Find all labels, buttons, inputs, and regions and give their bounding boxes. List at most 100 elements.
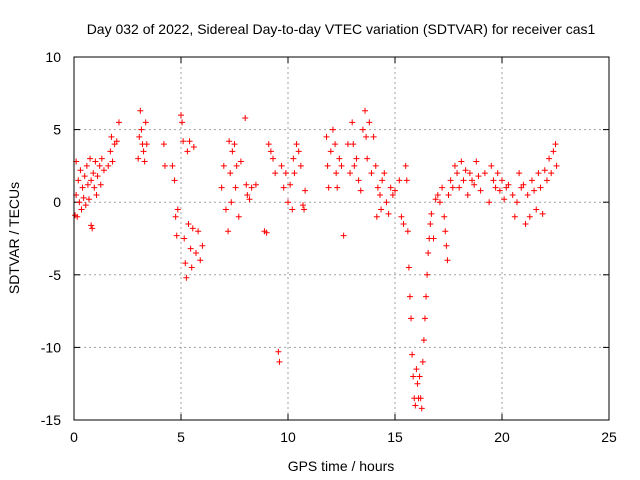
data-point <box>432 196 439 203</box>
data-point <box>416 373 423 380</box>
data-point <box>173 232 180 239</box>
data-point <box>454 170 461 177</box>
data-point <box>488 162 495 169</box>
data-point <box>421 315 428 322</box>
data-point <box>161 162 168 169</box>
data-point <box>78 206 85 213</box>
data-point <box>492 184 499 191</box>
data-point <box>98 155 105 162</box>
data-point <box>501 196 508 203</box>
y-axis-label: SDTVAR / TECUs <box>6 182 22 294</box>
data-point <box>402 162 409 169</box>
data-point <box>444 257 451 264</box>
data-point <box>185 220 192 227</box>
data-point <box>75 177 82 184</box>
data-point <box>475 173 482 180</box>
data-point <box>541 167 548 174</box>
data-point <box>434 191 441 198</box>
data-point <box>280 184 287 191</box>
data-point <box>353 155 360 162</box>
data-point <box>85 196 92 203</box>
data-point <box>290 155 297 162</box>
data-point <box>140 148 147 155</box>
data-point <box>285 199 291 206</box>
data-point <box>267 148 274 155</box>
data-point <box>458 158 465 165</box>
y-tick-label: -15 <box>41 412 61 428</box>
data-point <box>325 184 332 191</box>
data-point <box>243 181 250 188</box>
data-point <box>246 196 253 203</box>
data-point <box>364 155 371 162</box>
data-point <box>539 210 546 217</box>
data-point <box>357 187 364 194</box>
data-point <box>473 158 480 165</box>
data-point <box>90 170 97 177</box>
data-point <box>76 199 83 206</box>
data-point <box>220 162 227 169</box>
data-point <box>244 191 251 198</box>
data-point <box>329 126 336 133</box>
data-point <box>425 250 432 257</box>
data-point <box>237 158 244 165</box>
data-point <box>531 187 538 194</box>
data-point <box>88 222 95 229</box>
data-point <box>469 177 476 184</box>
data-point <box>295 148 302 155</box>
data-point <box>471 181 478 188</box>
data-points <box>72 107 560 412</box>
data-point <box>88 177 95 184</box>
x-tick-label: 25 <box>601 429 617 445</box>
data-point <box>187 245 194 252</box>
data-point <box>293 141 300 148</box>
data-point <box>181 235 188 242</box>
data-point <box>225 228 232 235</box>
data-point <box>359 126 366 133</box>
data-point <box>336 155 343 162</box>
data-point <box>443 242 450 249</box>
data-point <box>392 187 398 194</box>
data-point <box>282 170 289 177</box>
data-point <box>481 170 488 177</box>
data-point <box>441 213 448 220</box>
data-point <box>403 177 410 184</box>
data-point <box>289 206 296 213</box>
x-axis-label: GPS time / hours <box>288 458 395 474</box>
data-point <box>553 162 560 169</box>
data-point <box>548 170 555 177</box>
data-point <box>94 173 101 180</box>
data-point <box>387 184 394 191</box>
data-point <box>430 235 437 242</box>
data-point <box>372 162 379 169</box>
y-tick-label: 5 <box>53 122 61 138</box>
data-point <box>263 229 270 236</box>
data-point <box>248 184 255 191</box>
data-point <box>195 228 202 235</box>
data-point <box>81 173 88 180</box>
data-point <box>91 184 98 191</box>
data-point <box>410 373 417 380</box>
data-point <box>229 148 236 155</box>
data-point <box>197 257 204 264</box>
data-point <box>389 191 396 198</box>
x-tick-label: 10 <box>280 429 296 445</box>
data-point <box>297 162 304 169</box>
data-point <box>324 162 331 169</box>
data-point <box>378 206 385 213</box>
data-point <box>270 155 277 162</box>
data-point <box>347 170 354 177</box>
data-point <box>222 206 229 213</box>
data-point <box>460 177 467 184</box>
data-point <box>77 167 84 174</box>
data-point <box>80 194 87 201</box>
data-point <box>442 228 449 235</box>
data-point <box>436 199 443 206</box>
data-point <box>89 225 96 232</box>
data-point <box>406 293 413 300</box>
data-point <box>228 199 235 206</box>
data-point <box>409 351 416 358</box>
data-point <box>186 138 193 145</box>
data-point <box>522 220 529 227</box>
data-point <box>464 191 471 198</box>
